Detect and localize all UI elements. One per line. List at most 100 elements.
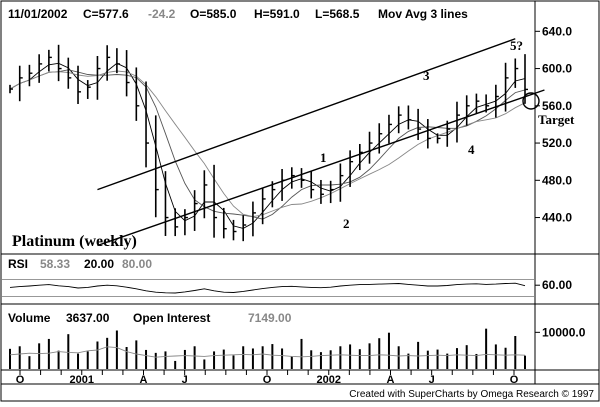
volume-tick-label: 10000.0 [542, 325, 586, 339]
price-bar [271, 181, 276, 208]
price-bar [77, 65, 82, 104]
price-bar [38, 54, 43, 83]
price-bar [339, 163, 344, 202]
header-date: 11/01/2002 [8, 7, 68, 21]
price-bar [48, 49, 52, 72]
oi-label: Open Interest [133, 311, 210, 325]
price-tick-label: 480.0 [542, 173, 572, 187]
price-bar [310, 171, 315, 199]
price-bar [116, 48, 120, 74]
date-axis: O 2001 A J O 2002 A J O [16, 370, 519, 386]
date-tick-label: J [182, 374, 188, 386]
price-bar [359, 143, 363, 171]
price-bar [28, 64, 33, 87]
price-bar [222, 207, 227, 239]
price-tick-label: 600.0 [542, 62, 572, 76]
date-tick-label: 2002 [317, 374, 341, 386]
rsi-line [9, 282, 526, 294]
price-bar [9, 84, 13, 94]
open-interest-line [9, 346, 526, 358]
price-tick-label: 560.0 [542, 99, 572, 113]
price-bar [300, 168, 305, 188]
price-bar [154, 115, 159, 218]
rsi-upper: 80.00 [122, 257, 152, 271]
date-tick-label: A [140, 374, 148, 386]
price-bar [232, 219, 237, 241]
chart-title: Platinum (weekly) [12, 233, 137, 250]
ma-slow-line [9, 70, 526, 218]
price-bar [427, 119, 431, 149]
header-study: Mov Avg 3 lines [378, 7, 468, 21]
price-tick-label: 440.0 [542, 211, 572, 225]
price-bar [329, 180, 334, 204]
price-bar [252, 201, 256, 237]
price-bar [456, 101, 460, 143]
date-tick-label: A [387, 374, 395, 386]
rsi-label: RSI [8, 257, 28, 271]
price-bar [86, 80, 91, 99]
wave-label-2: 2 [343, 216, 350, 231]
rsi-lower: 20.00 [84, 257, 114, 271]
price-bar [213, 164, 218, 238]
rsi-pane: 60.00 [2, 278, 572, 297]
price-bar [57, 44, 62, 82]
volume-value: 3637.00 [66, 311, 110, 325]
price-bar [261, 187, 266, 225]
price-bar [397, 106, 402, 134]
volume-pane: 10000.0 [9, 325, 586, 369]
date-tick-label: O [16, 374, 25, 386]
price-bar [368, 131, 373, 164]
price-bar [514, 58, 519, 88]
rsi-tick-label: 60.00 [542, 278, 572, 292]
price-bar [407, 105, 412, 130]
price-bars [9, 44, 528, 242]
price-bar [96, 55, 101, 100]
price-bar [193, 190, 198, 231]
price-bar [145, 81, 150, 168]
wave-label-4: 4 [468, 142, 475, 157]
price-bar [446, 120, 451, 147]
price-bar [125, 50, 130, 97]
price-bar [203, 170, 208, 219]
channel-line-lower [97, 89, 545, 247]
price-bar [164, 171, 169, 236]
price-bar [465, 95, 470, 126]
price-bar [135, 67, 140, 121]
oi-value: 7149.00 [248, 311, 292, 325]
header-open: O=585.0 [190, 7, 237, 21]
rsi-value: 58.33 [40, 257, 70, 271]
date-tick-label: J [429, 374, 435, 386]
date-tick-label: O [510, 374, 519, 386]
price-bar [475, 93, 480, 114]
header-close: C=577.6 [83, 7, 129, 21]
date-tick-label: 2001 [70, 374, 94, 386]
volume-label: Volume [8, 311, 51, 325]
price-bar [281, 168, 286, 201]
price-bar [18, 65, 23, 102]
price-tick-label: 640.0 [542, 24, 572, 38]
price-bar [242, 215, 247, 242]
price-bar [174, 208, 179, 237]
price-bar [67, 57, 72, 89]
price-bar [504, 62, 509, 112]
target-label: Target [538, 112, 575, 127]
price-axis: 640.0 600.0 560.0 520.0 480.0 440.0 [535, 24, 572, 225]
price-bar [388, 114, 392, 144]
price-bar [495, 84, 499, 118]
header-change: -24.2 [148, 7, 176, 21]
price-bar [320, 179, 324, 204]
price-bar [106, 45, 111, 81]
price-bar [485, 94, 490, 113]
wave-label-5: 5? [510, 38, 523, 53]
target-circle [522, 92, 540, 110]
price-bar [436, 133, 441, 144]
price-tick-label: 520.0 [542, 136, 572, 150]
price-bar [378, 123, 383, 154]
date-tick-label: O [263, 374, 272, 386]
ma-mid-line [9, 69, 526, 220]
price-bar [417, 108, 422, 140]
header-high: H=591.0 [254, 7, 300, 21]
trend-channel [97, 38, 545, 247]
